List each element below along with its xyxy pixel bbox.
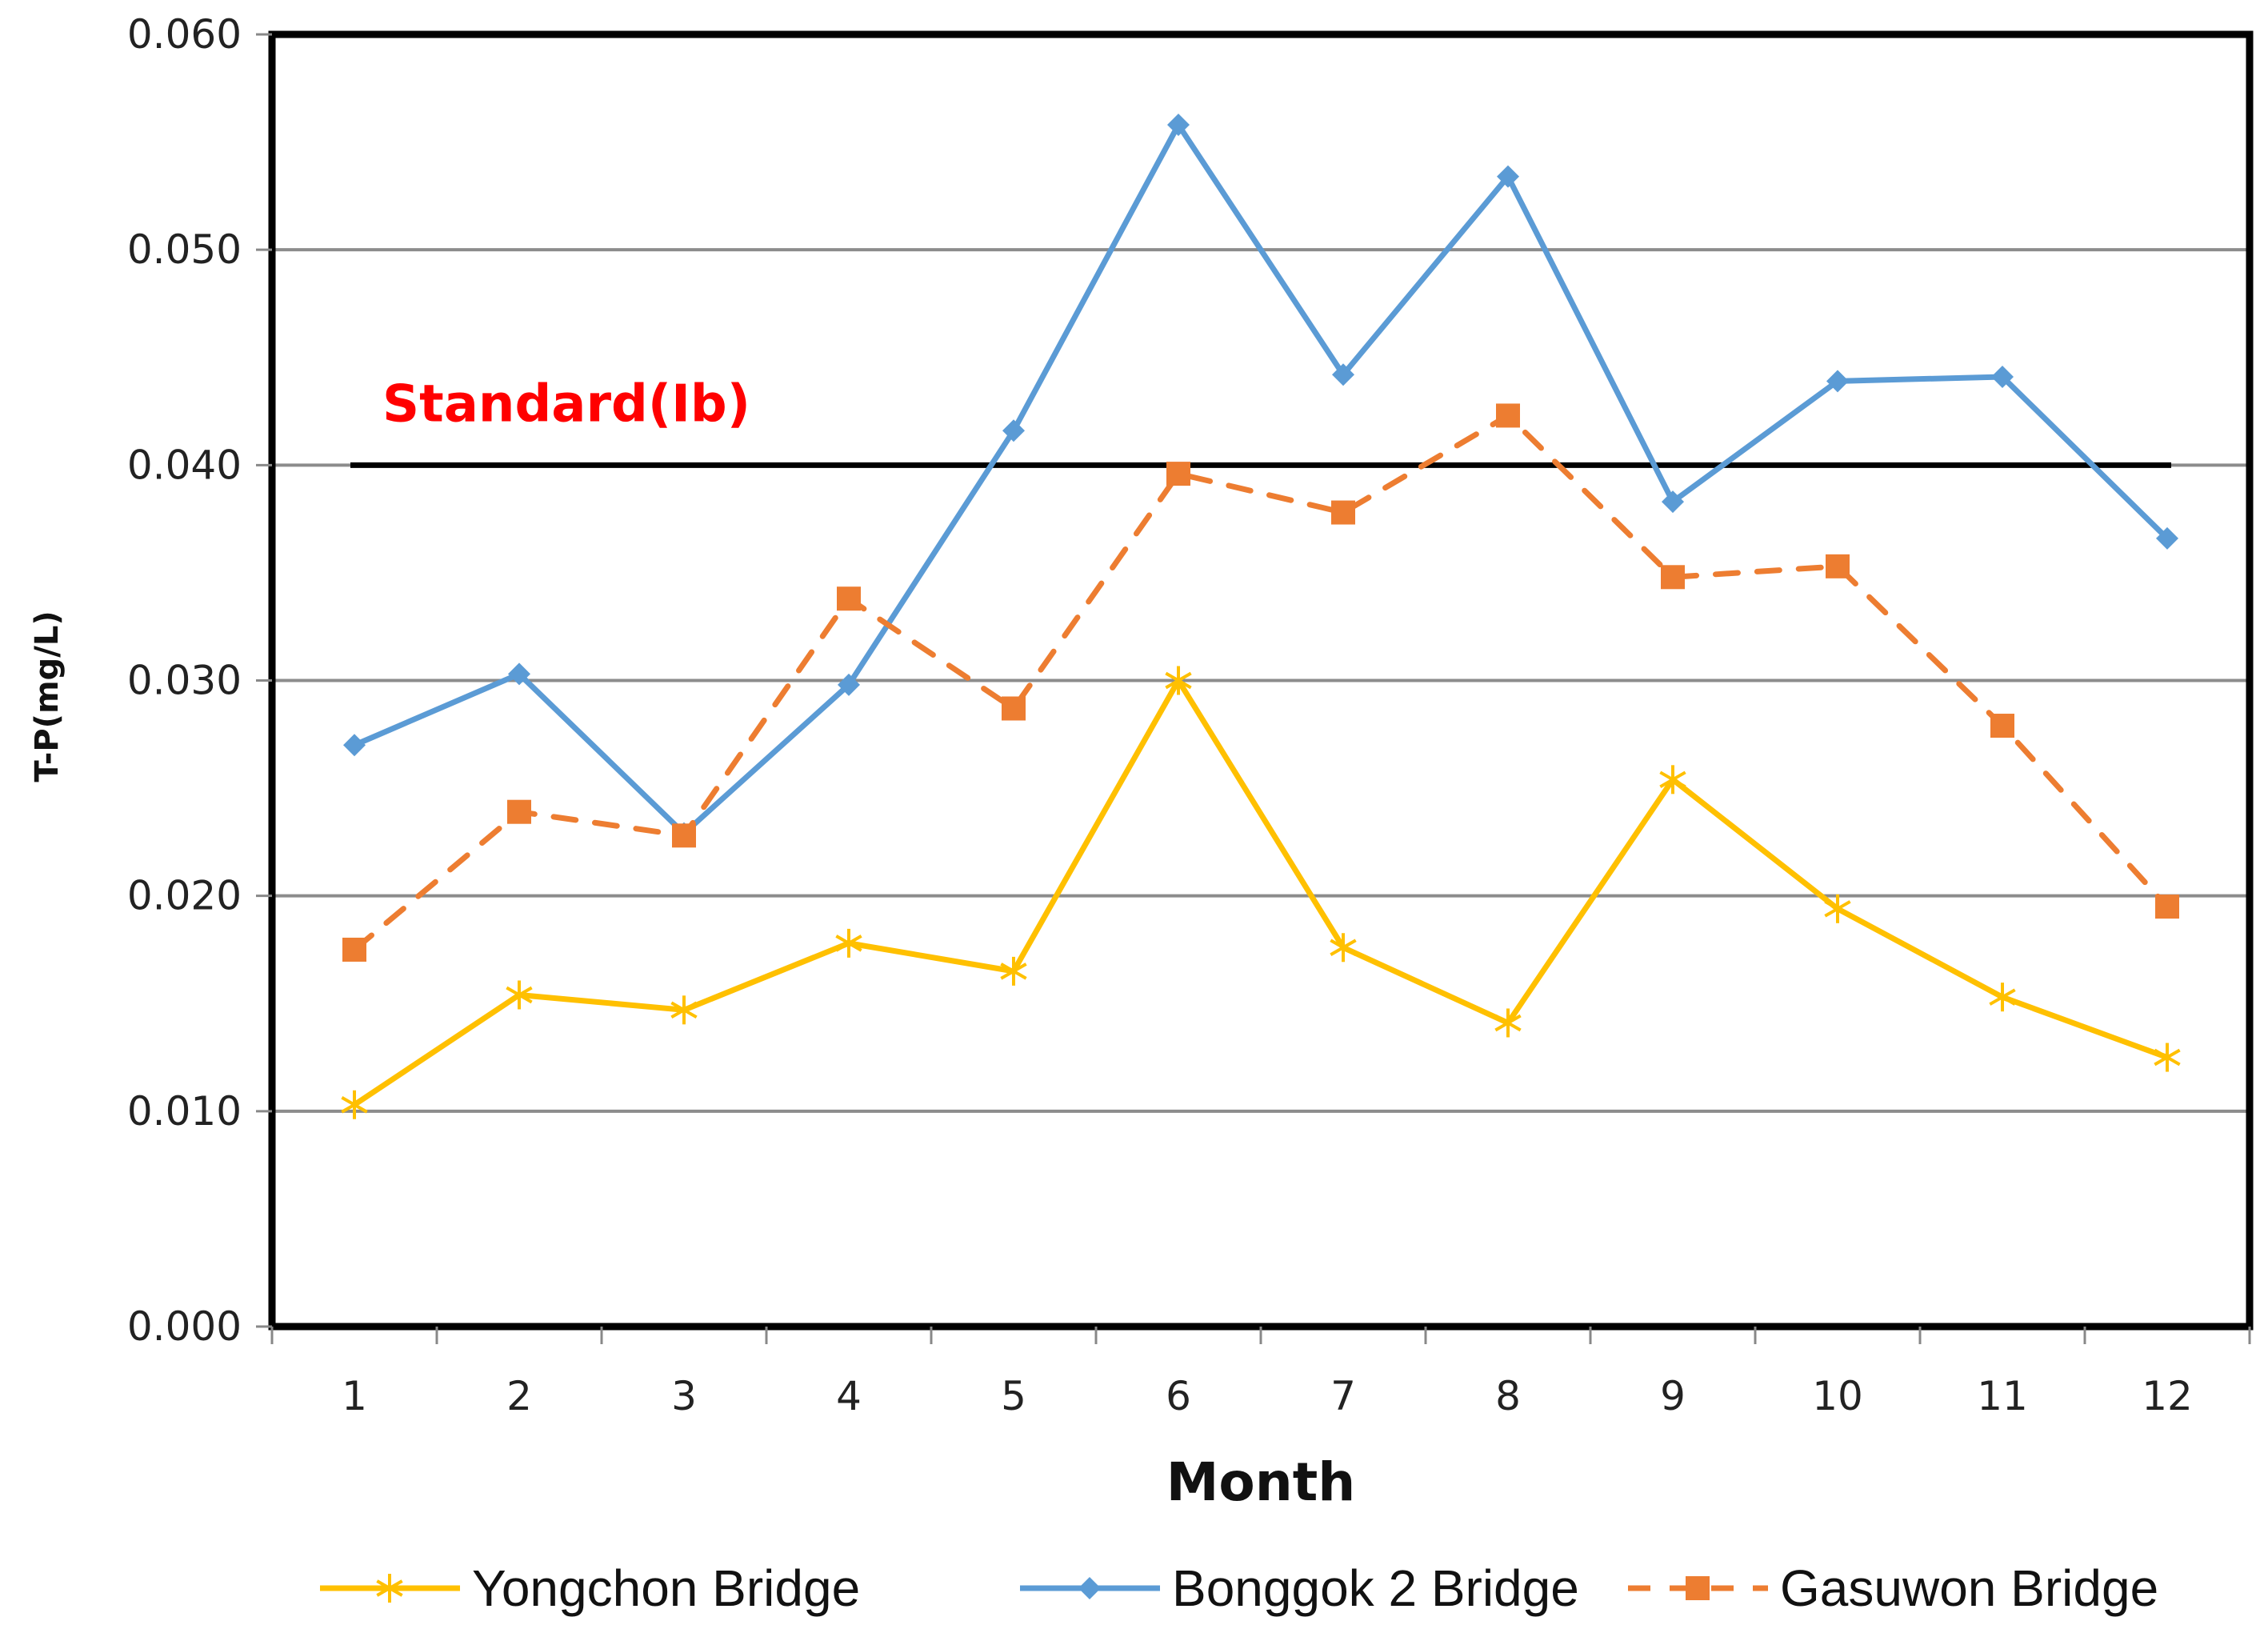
y-axis-title: T-P(mg/L) xyxy=(29,610,66,782)
data-point-square xyxy=(1002,696,1026,721)
series-line xyxy=(353,678,2169,1107)
data-point-diamond xyxy=(1332,363,1354,386)
data-point-square xyxy=(1166,462,1190,486)
data-point-diamond xyxy=(2156,526,2178,550)
data-point-asterisk xyxy=(1989,983,2016,1012)
y-tick-label: 0.010 xyxy=(127,1088,242,1135)
legend-item: Bonggok 2 Bridge xyxy=(1020,1559,1579,1617)
data-point-diamond xyxy=(508,662,530,686)
data-point-asterisk xyxy=(1824,894,1851,923)
data-point-diamond xyxy=(343,734,366,757)
legend-item: Yongchon Bridge xyxy=(320,1559,860,1617)
x-tick-label: 7 xyxy=(1330,1373,1356,1419)
y-tick-label: 0.000 xyxy=(127,1303,242,1350)
y-tick-label: 0.050 xyxy=(127,226,242,273)
data-point-diamond xyxy=(1662,490,1684,514)
data-point-asterisk xyxy=(341,1090,368,1119)
data-point-diamond xyxy=(1497,165,1519,188)
data-point-square xyxy=(1990,714,2014,738)
data-point-asterisk xyxy=(670,995,698,1025)
x-tick-label: 12 xyxy=(2142,1373,2193,1419)
y-axis: 0.000 0.010 0.020 0.030 0.040 0.050 0.060 xyxy=(127,11,272,1350)
y-tick-label: 0.040 xyxy=(127,442,242,488)
legend-label: Bonggok 2 Bridge xyxy=(1172,1559,1579,1617)
legend-label: Yongchon Bridge xyxy=(472,1559,860,1617)
data-point-square xyxy=(1826,554,1850,578)
x-tick-label: 10 xyxy=(1812,1373,1863,1419)
x-axis: 1 2 3 4 5 6 7 8 9 10 11 12 xyxy=(270,1327,2251,1419)
data-point-square xyxy=(672,823,696,848)
y-tick-label: 0.020 xyxy=(127,873,242,919)
x-tick-label: 4 xyxy=(836,1373,862,1419)
data-point-diamond xyxy=(1991,365,2014,388)
data-point-asterisk xyxy=(1330,933,1357,963)
data-point-diamond xyxy=(1078,1577,1101,1599)
data-point-diamond xyxy=(1002,419,1025,442)
x-tick-label: 1 xyxy=(342,1373,367,1419)
x-tick-label: 5 xyxy=(1001,1373,1026,1419)
series-bonggok-2-bridge xyxy=(343,114,2178,845)
data-point-asterisk xyxy=(835,928,862,958)
series-gasuwon-bridge xyxy=(342,403,2179,962)
data-point-asterisk xyxy=(1659,765,1686,794)
x-tick-label: 3 xyxy=(671,1373,697,1419)
data-point-square xyxy=(1661,565,1685,590)
x-tick-label: 8 xyxy=(1495,1373,1521,1419)
data-point-square xyxy=(1686,1576,1710,1600)
standard-label: Standard(Ib) xyxy=(382,374,750,434)
data-point-square xyxy=(1331,500,1355,525)
legend-item: Gasuwon Bridge xyxy=(1628,1559,2158,1617)
data-point-square xyxy=(507,799,531,824)
x-tick-label: 2 xyxy=(506,1373,532,1419)
legend-label: Gasuwon Bridge xyxy=(1780,1559,2158,1617)
data-point-square xyxy=(342,937,366,962)
data-point-asterisk xyxy=(1000,956,1027,986)
x-tick-label: 11 xyxy=(1977,1373,2028,1419)
series-group xyxy=(341,114,2181,1119)
data-point-asterisk xyxy=(1165,666,1192,695)
series-line xyxy=(353,122,2170,837)
x-axis-title: Month xyxy=(1166,1451,1356,1513)
y-tick-label: 0.030 xyxy=(127,658,242,704)
data-point-square xyxy=(1496,403,1520,428)
x-tick-label: 6 xyxy=(1166,1373,1191,1419)
legend: Yongchon Bridge Bonggok 2 Bridge Gasuwon B… xyxy=(320,1559,2158,1617)
data-point-asterisk xyxy=(2154,1043,2181,1072)
standard-reference: Standard(Ib) xyxy=(350,374,2171,468)
series-yongchon-bridge xyxy=(341,666,2181,1119)
data-point-asterisk xyxy=(1494,1008,1522,1038)
data-point-diamond xyxy=(1167,114,1190,137)
series-line xyxy=(351,412,2170,953)
x-tick-label: 9 xyxy=(1660,1373,1686,1419)
data-point-asterisk xyxy=(376,1574,403,1603)
y-tick-label: 0.060 xyxy=(127,11,242,58)
data-point-square xyxy=(2155,895,2179,919)
data-point-asterisk xyxy=(506,980,533,1010)
data-point-diamond xyxy=(838,673,860,696)
data-point-square xyxy=(837,586,861,611)
data-point-diamond xyxy=(1826,370,1849,393)
